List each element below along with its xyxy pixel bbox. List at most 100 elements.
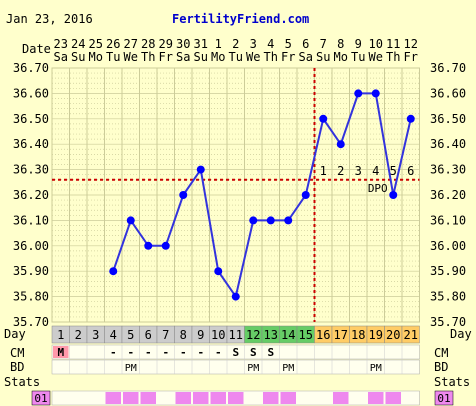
dpo-label-6: 6 — [407, 164, 414, 178]
site-name: FertilityFriend.com — [172, 12, 309, 26]
stats-cell-day-17 — [333, 392, 349, 404]
date-21: 12 — [404, 37, 418, 51]
stats-cell-day-14 — [280, 392, 296, 404]
stats-badge-left-text: 01 — [34, 392, 47, 405]
ytick-left: 36.50 — [13, 112, 49, 126]
ytick-right: 35.70 — [430, 315, 466, 329]
stats-cell-day-19 — [368, 392, 384, 404]
temp-point-day-4 — [109, 267, 118, 276]
ytick-left: 36.00 — [13, 239, 49, 253]
temp-point-day-6 — [144, 241, 153, 250]
ytick-right: 36.70 — [430, 61, 466, 75]
day-number-18: 18 — [351, 328, 365, 342]
ytick-left: 36.10 — [13, 213, 49, 227]
date-6: 28 — [141, 37, 155, 51]
weekday-11: Tu — [229, 50, 243, 64]
day-number-1: 1 — [57, 328, 64, 342]
weekday-10: Mo — [211, 50, 225, 64]
dpo-label-2: 2 — [337, 164, 344, 178]
cm-entry-day-6: - — [145, 346, 152, 359]
weekday-9: Su — [194, 50, 208, 64]
ytick-left: 35.80 — [13, 290, 49, 304]
ytick-right: 36.00 — [430, 239, 466, 253]
day-number-15: 15 — [299, 328, 313, 342]
ytick-right: 35.80 — [430, 290, 466, 304]
date-3: 25 — [89, 37, 103, 51]
cm-entry-day-12: S — [250, 346, 257, 359]
dpo-label-1: 1 — [320, 164, 327, 178]
stats-cell-day-5 — [123, 392, 139, 404]
day-row-label-right: Day — [450, 327, 472, 341]
ytick-right: 36.30 — [430, 163, 466, 177]
weekday-3: Mo — [89, 50, 103, 64]
temp-point-day-14 — [284, 216, 293, 225]
bd-entry-day-12: PM — [247, 363, 259, 374]
date-16: 7 — [320, 37, 327, 51]
weekday-6: Th — [141, 50, 155, 64]
weekday-20: Th — [386, 50, 400, 64]
date-18: 9 — [355, 37, 362, 51]
weekday-12: We — [246, 50, 260, 64]
date-1: 23 — [54, 37, 68, 51]
ytick-right: 35.90 — [430, 264, 466, 278]
day-number-4: 4 — [110, 328, 117, 342]
stats-cell-day-10 — [210, 392, 226, 404]
day-number-19: 19 — [369, 328, 383, 342]
stats-cell-day-8 — [175, 392, 191, 404]
cm-entry-day-9: - — [197, 346, 204, 359]
ytick-left: 35.90 — [13, 264, 49, 278]
weekday-5: We — [124, 50, 138, 64]
ytick-left: 36.20 — [13, 188, 49, 202]
stats-cell-day-4 — [105, 392, 121, 404]
weekday-21: Fr — [404, 50, 418, 64]
dpo-text: DPO — [368, 182, 388, 195]
temp-point-day-16 — [319, 114, 328, 123]
day-number-20: 20 — [386, 328, 400, 342]
date-4: 26 — [106, 37, 120, 51]
ytick-right: 36.60 — [430, 86, 466, 100]
cm-row — [51, 344, 420, 360]
stats-cell-day-11 — [228, 392, 244, 404]
bd-entry-day-19: PM — [370, 363, 382, 374]
date-11: 2 — [232, 37, 239, 51]
chart-grid — [51, 67, 420, 323]
day-number-3: 3 — [92, 328, 99, 342]
day-number-12: 12 — [246, 328, 260, 342]
weekday-16: Su — [316, 50, 330, 64]
weekday-18: Tu — [351, 50, 365, 64]
day-number-14: 14 — [281, 328, 295, 342]
day-number-9: 9 — [197, 328, 204, 342]
temp-point-day-13 — [266, 216, 275, 225]
temp-point-day-21 — [406, 114, 415, 123]
day-number-2: 2 — [75, 328, 82, 342]
date-15: 6 — [302, 37, 309, 51]
temp-point-day-7 — [161, 241, 170, 250]
temp-point-day-18 — [354, 89, 363, 98]
cm-entry-day-11: S — [232, 346, 239, 359]
date-10: 1 — [215, 37, 222, 51]
weekday-19: We — [369, 50, 383, 64]
cm-entry-day-1: M — [57, 346, 64, 359]
date-8: 30 — [176, 37, 190, 51]
bd-entry-day-14: PM — [282, 363, 294, 374]
ytick-left: 36.40 — [13, 137, 49, 151]
dpo-label-5: 5 — [390, 164, 397, 178]
temp-point-day-5 — [126, 216, 135, 225]
temp-point-day-11 — [231, 292, 240, 301]
cm-row-label: CM — [10, 346, 24, 360]
day-number-7: 7 — [162, 328, 169, 342]
temp-point-day-17 — [336, 140, 345, 149]
date-17: 8 — [337, 37, 344, 51]
day-number-5: 5 — [127, 328, 134, 342]
ytick-right: 36.50 — [430, 112, 466, 126]
chart-date: Jan 23, 2016 — [6, 12, 93, 26]
day-number-21: 21 — [404, 328, 418, 342]
weekday-13: Th — [264, 50, 278, 64]
cm-menses-cell — [53, 346, 69, 358]
cm-row-label-right: CM — [434, 346, 448, 360]
stats-cell-day-13 — [263, 392, 279, 404]
stats-row-label-right: Stats — [434, 375, 470, 389]
temp-point-day-19 — [371, 89, 380, 98]
date-14: 5 — [285, 37, 292, 51]
